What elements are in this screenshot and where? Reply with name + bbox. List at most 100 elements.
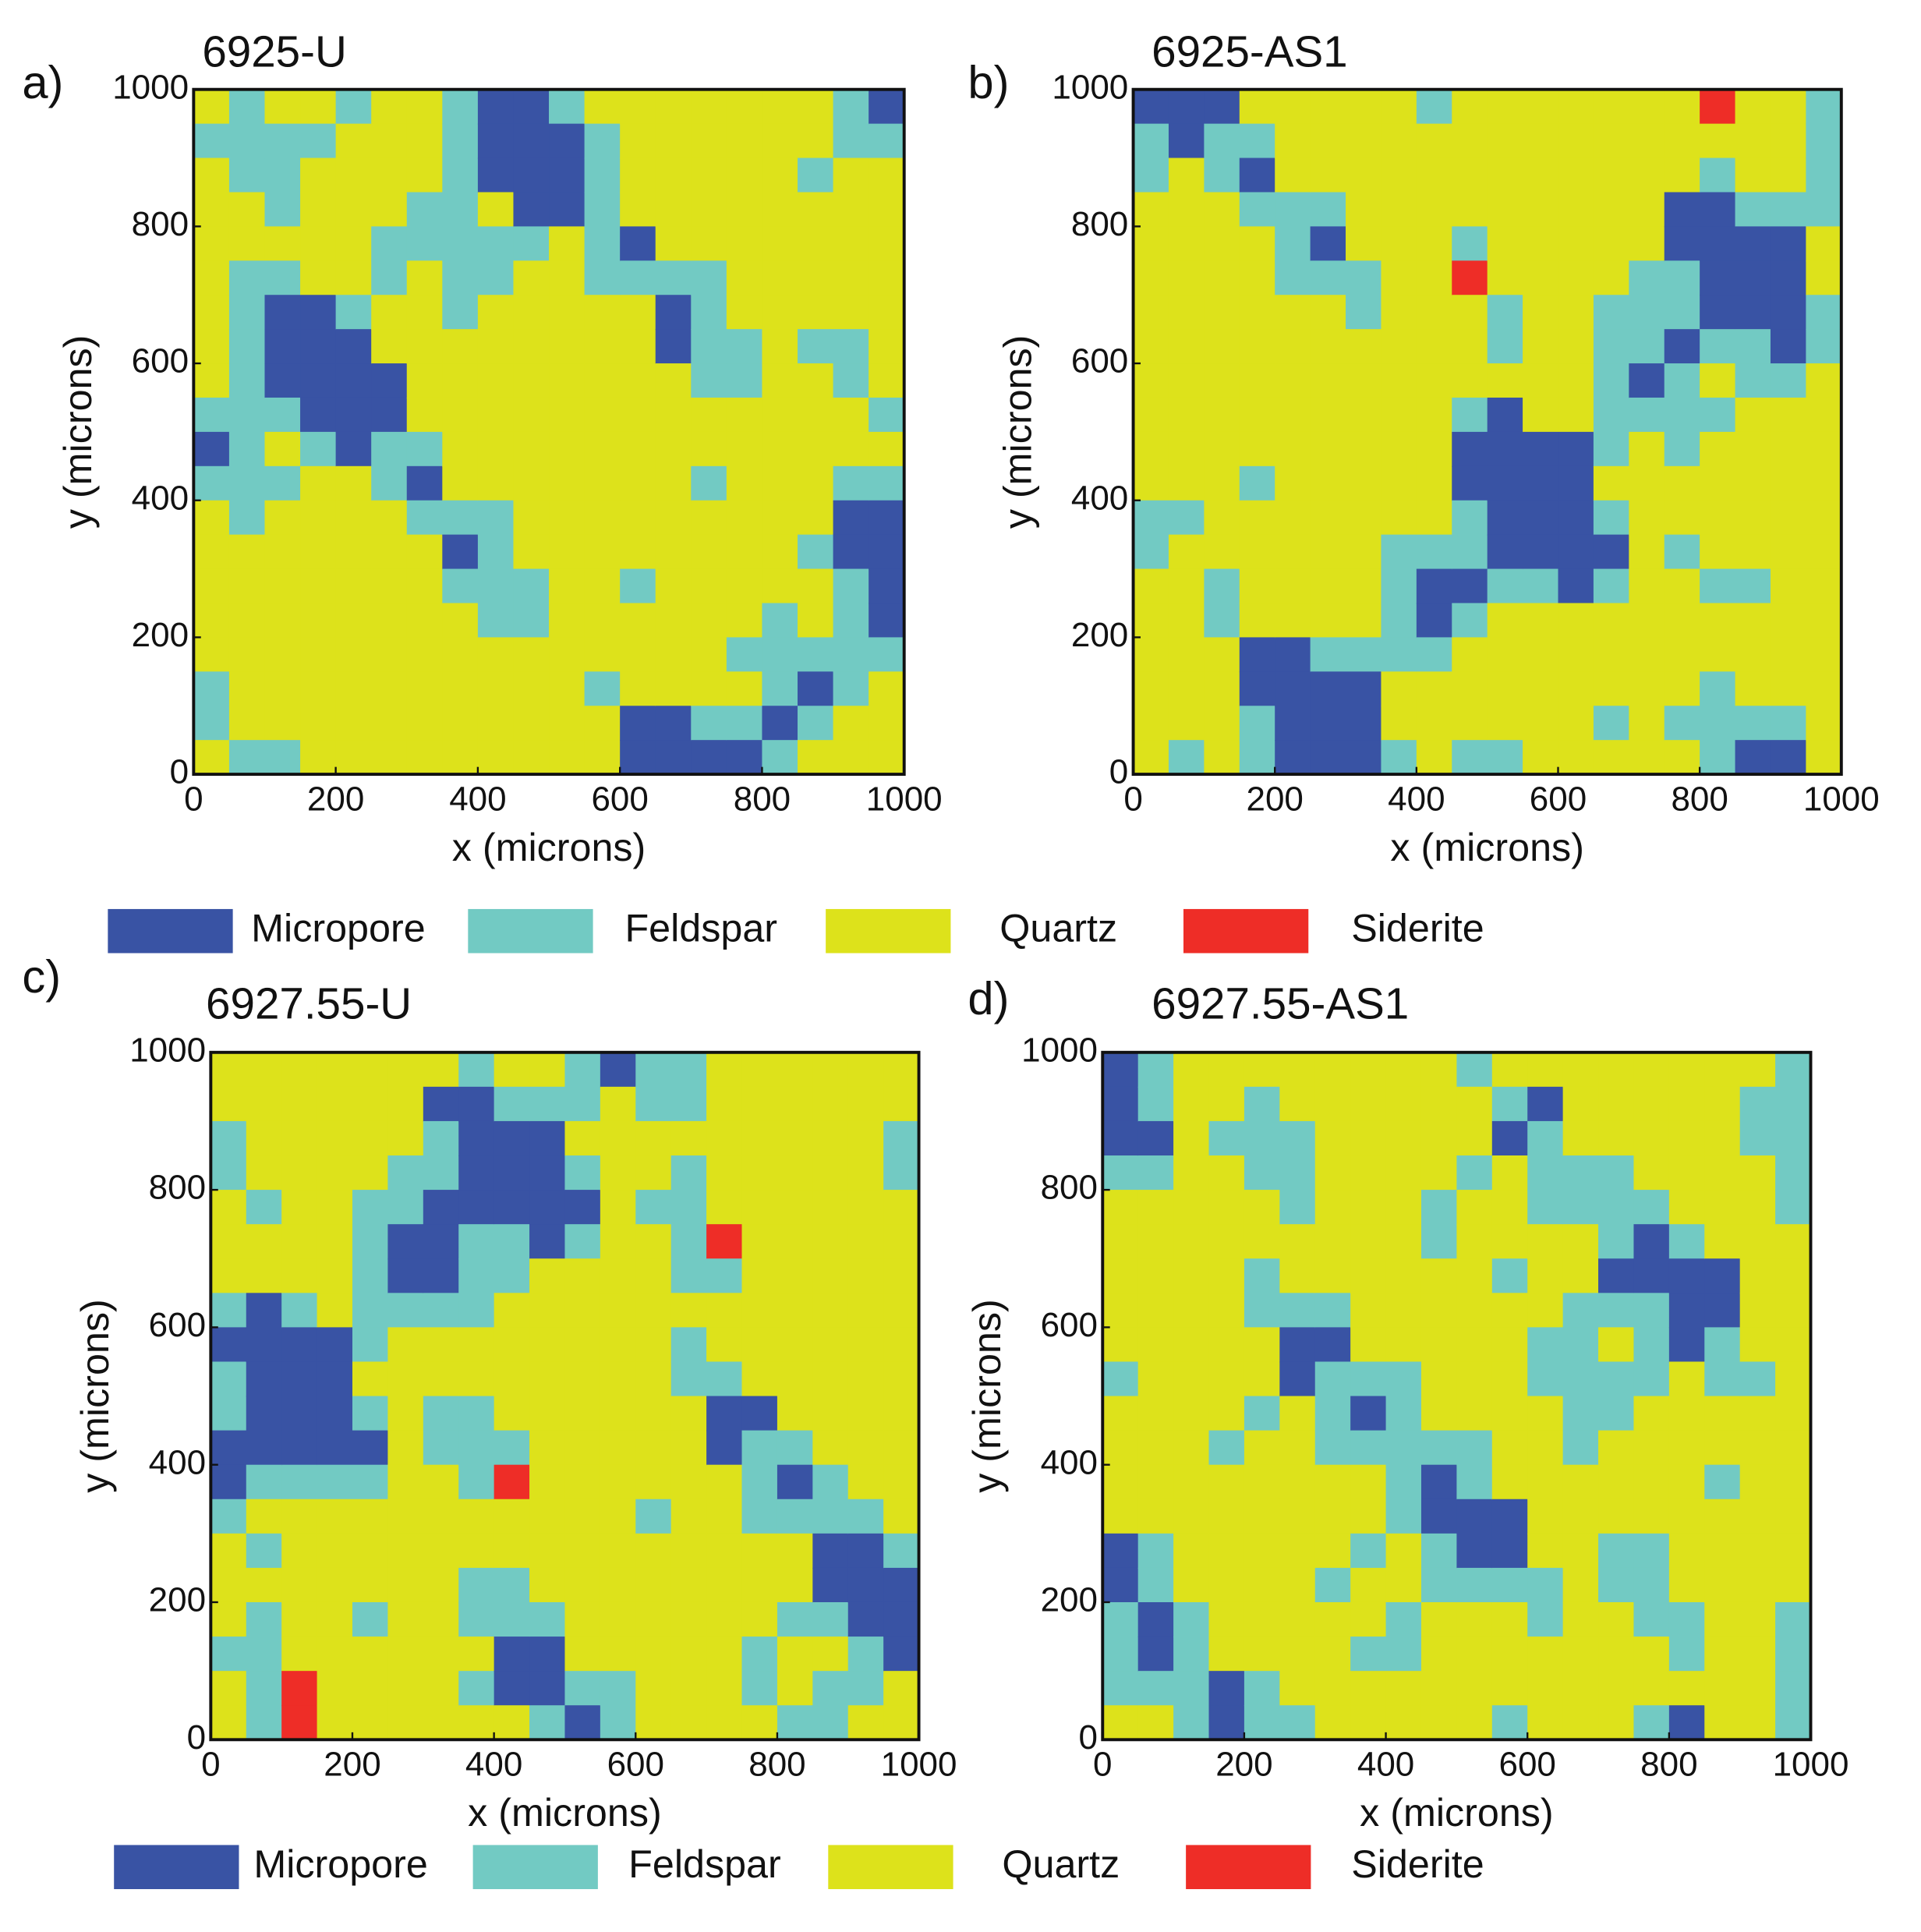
- phase-cell: [1770, 226, 1807, 262]
- phase-cell: [726, 329, 763, 365]
- phase-cell: [1629, 465, 1665, 501]
- phase-cell: [1381, 123, 1417, 159]
- phase-cell: [1350, 1705, 1387, 1741]
- phase-cell: [1629, 157, 1665, 193]
- chart-title: 6927.55-U: [206, 979, 412, 1028]
- phase-cell: [1668, 1155, 1706, 1191]
- phase-cell: [1558, 329, 1594, 365]
- phase-cell: [1279, 1705, 1316, 1741]
- phase-cell: [833, 329, 870, 365]
- phase-cell: [1385, 1224, 1422, 1260]
- phase-cell: [798, 329, 834, 365]
- phase-cell: [1739, 1327, 1777, 1363]
- phase-cell: [635, 1567, 672, 1603]
- phase-cell: [458, 1464, 495, 1500]
- phase-cell: [1168, 329, 1205, 365]
- phase-cell: [264, 123, 301, 159]
- phase-cell: [1452, 157, 1488, 193]
- phase-cell: [670, 1671, 708, 1707]
- phase-cell: [1173, 1120, 1210, 1156]
- phase-cell: [1133, 397, 1169, 433]
- phase-cell: [1239, 706, 1276, 741]
- phase-cell: [1487, 295, 1524, 331]
- phase-cell: [1527, 1120, 1564, 1156]
- phase-cell: [1770, 192, 1807, 228]
- phase-cell: [1381, 740, 1417, 776]
- phase-cell: [1102, 1533, 1139, 1569]
- phase-cell: [1310, 123, 1346, 159]
- phase-cell: [1456, 1396, 1493, 1431]
- phase-cell: [777, 1637, 814, 1672]
- phase-cell: [847, 1361, 885, 1397]
- phase-cell: [564, 1258, 601, 1294]
- phase-cell: [798, 123, 834, 159]
- y-tick-label: 400: [149, 1443, 206, 1481]
- phase-cell: [406, 89, 444, 125]
- phase-cell: [193, 534, 230, 570]
- phase-cell: [281, 1567, 318, 1603]
- phase-cell: [352, 1637, 389, 1672]
- phase-cell: [620, 671, 656, 707]
- phase-cell: [529, 1705, 566, 1741]
- phase-cell: [620, 329, 656, 365]
- phase-cell: [529, 1430, 566, 1466]
- phase-cell: [264, 397, 301, 433]
- phase-cell: [726, 603, 763, 639]
- phase-cell: [1562, 1464, 1599, 1500]
- phase-cell: [210, 1052, 247, 1088]
- phase-cell: [1527, 1671, 1564, 1707]
- phase-cell: [1562, 1567, 1599, 1603]
- y-tick-label: 1000: [1052, 68, 1128, 106]
- phase-cell: [1420, 1327, 1458, 1363]
- phase-cell: [423, 1430, 460, 1466]
- phase-cell: [1420, 1224, 1458, 1260]
- phase-cell: [477, 157, 515, 193]
- phase-cell: [883, 1120, 920, 1156]
- phase-cell: [1310, 157, 1346, 193]
- phase-cell: [494, 1601, 530, 1638]
- phase-cell: [335, 603, 373, 639]
- phase-cell: [1664, 500, 1701, 536]
- phase-cell: [210, 1190, 247, 1226]
- phase-cell: [1633, 1430, 1670, 1466]
- phase-cell: [317, 1567, 353, 1603]
- phase-cell: [1137, 1705, 1175, 1741]
- phase-cell: [300, 260, 337, 296]
- phase-cell: [371, 157, 408, 193]
- phase-cell: [635, 1499, 672, 1534]
- phase-cell: [264, 465, 301, 501]
- phase-cell: [1527, 1086, 1564, 1122]
- phase-cell: [635, 1361, 672, 1397]
- phase-cell: [564, 1327, 601, 1363]
- x-tick-label: 800: [1671, 780, 1728, 818]
- phase-cell: [1310, 603, 1346, 639]
- phase-cell: [1279, 1052, 1316, 1088]
- phase-cell: [281, 1086, 318, 1122]
- phase-cell: [1593, 260, 1630, 296]
- phase-cell: [1456, 1224, 1493, 1260]
- phase-cell: [1700, 123, 1736, 159]
- phase-cell: [371, 123, 408, 159]
- phase-cell: [670, 1258, 708, 1294]
- phase-cell: [620, 397, 656, 433]
- phase-cell: [869, 671, 905, 707]
- phase-cell: [1735, 397, 1771, 433]
- phase-cell: [210, 1293, 247, 1329]
- phase-cell: [193, 329, 230, 365]
- phase-cell: [1487, 192, 1524, 228]
- phase-cell: [1416, 534, 1453, 570]
- phase-cell: [883, 1052, 920, 1088]
- y-tick-label: 800: [1041, 1169, 1098, 1207]
- phase-cell: [762, 123, 798, 159]
- phase-cell: [371, 534, 408, 570]
- phase-cell: [1381, 192, 1417, 228]
- phase-cell: [1239, 568, 1276, 604]
- phase-cell: [1704, 1705, 1741, 1741]
- phase-cell: [670, 1533, 708, 1569]
- phase-cell: [1633, 1533, 1670, 1569]
- phase-cell: [1491, 1052, 1529, 1088]
- phase-cell: [1275, 363, 1311, 398]
- phase-cell: [1700, 671, 1736, 707]
- phase-cell: [1775, 1327, 1812, 1363]
- phase-cell: [494, 1120, 530, 1156]
